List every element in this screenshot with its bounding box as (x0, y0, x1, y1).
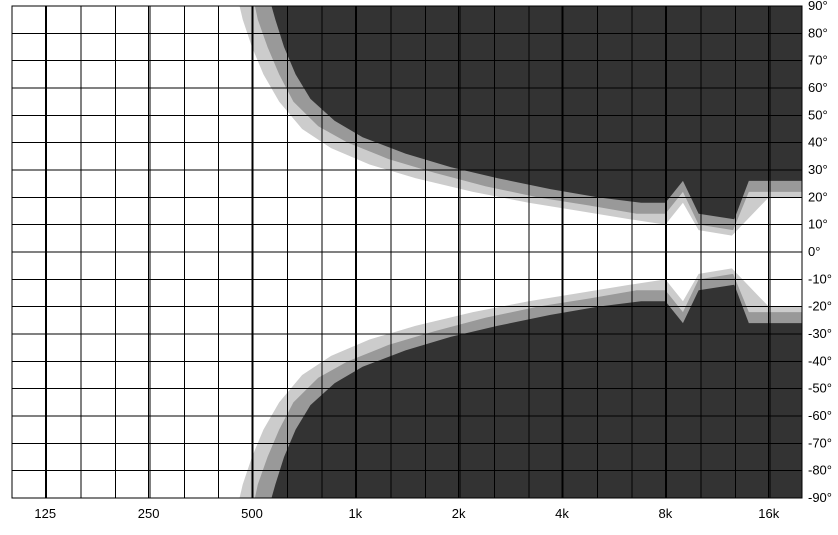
x-tick-label: 8k (659, 506, 673, 521)
x-tick-label: 4k (555, 506, 569, 521)
y-tick-label: 40° (808, 135, 828, 150)
y-tick-label: -20° (808, 299, 832, 314)
x-tick-label: 16k (758, 506, 779, 521)
y-tick-label: 30° (808, 162, 828, 177)
x-tick-label: 250 (138, 506, 160, 521)
y-tick-label: -10° (808, 271, 832, 286)
y-tick-label: 60° (808, 80, 828, 95)
y-tick-label: 0° (808, 244, 820, 259)
directivity-chart: 90° 80° 70° 60° 50° 40° 30° 20° 10° 0° -10° -20° -30… (0, 0, 838, 535)
x-tick-label: 1k (348, 506, 362, 521)
y-tick-label: 10° (808, 217, 828, 232)
chart-svg: 90° 80° 70° 60° 50° 40° 30° 20° 10° 0° -10° -20° -30… (0, 0, 838, 535)
y-tick-label: 90° (808, 0, 828, 13)
y-tick-label: 80° (808, 25, 828, 40)
y-tick-label: -40° (808, 353, 832, 368)
y-tick-label: -60° (808, 408, 832, 423)
y-tick-label: -70° (808, 435, 832, 450)
y-tick-label: -80° (808, 463, 832, 478)
x-tick-label: 2k (452, 506, 466, 521)
x-tick-label: 125 (34, 506, 56, 521)
x-tick-label: 500 (241, 506, 263, 521)
y-tick-label: -50° (808, 381, 832, 396)
y-tick-label: -90° (808, 490, 832, 505)
y-tick-label: 20° (808, 189, 828, 204)
y-tick-label: 70° (808, 53, 828, 68)
y-tick-label: -30° (808, 326, 832, 341)
y-tick-label: 50° (808, 107, 828, 122)
